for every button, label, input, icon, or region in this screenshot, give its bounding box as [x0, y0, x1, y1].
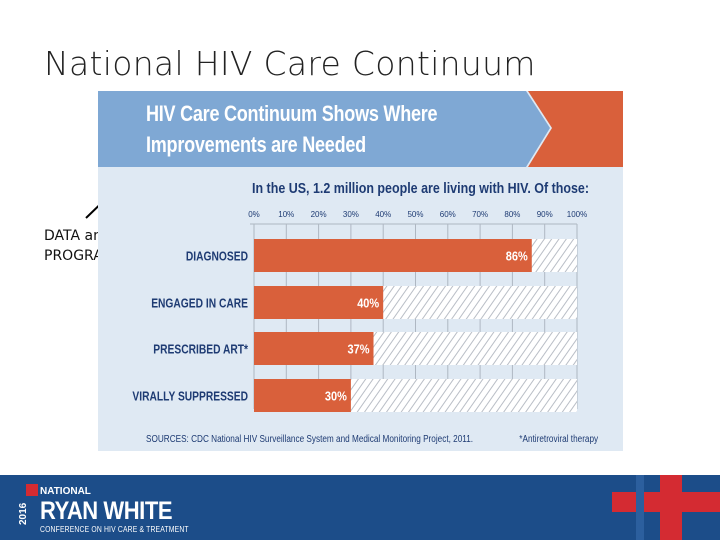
category-label: DIAGNOSED: [186, 250, 248, 264]
logo-national: NATIONAL: [40, 486, 91, 497]
x-tick-label: 90%: [537, 210, 553, 219]
bar-chart: 0% 10% 20% 30% 40% 50% 60% 70% 80% 90% 100% 86% DIAG…: [132, 210, 587, 412]
bar: [254, 286, 384, 319]
footer-bar: 2016 NATIONAL RYAN WHITE CONFERENCE ON H…: [0, 475, 720, 540]
bar-value-label: 30%: [325, 389, 347, 404]
x-tick-label: 40%: [375, 210, 391, 219]
logo-subtitle: CONFERENCE ON HIV CARE & TREATMENT: [40, 525, 189, 534]
footnote: *Antiretroviral therapy: [519, 434, 598, 445]
x-tick-label: 60%: [440, 210, 456, 219]
x-tick-label: 0%: [248, 210, 260, 219]
footer-accent-shapes: [26, 475, 720, 540]
x-tick-label: 10%: [278, 210, 294, 219]
x-tick-label: 50%: [407, 210, 423, 219]
logo-year: 2016: [18, 502, 29, 525]
callout-line-2: PROGRAM: [44, 248, 115, 264]
bar-value-label: 86%: [506, 249, 528, 264]
x-tick-label: 20%: [311, 210, 327, 219]
category-label: PRESCRIBED ART*: [153, 343, 248, 357]
banner-line-1: HIV Care Continuum Shows Where: [146, 101, 438, 126]
banner-arrow: [98, 91, 623, 167]
bar-value-label: 40%: [357, 296, 379, 311]
callout-line-1: DATA and: [44, 228, 111, 244]
callout-label: DATA and PROGRAM: [44, 226, 115, 266]
x-tick-label: 80%: [504, 210, 520, 219]
sources-note: SOURCES: CDC National HIV Surveillance S…: [146, 434, 474, 445]
bar: [254, 379, 351, 412]
bar: [254, 239, 532, 272]
category-label: ENGAGED IN CARE: [151, 297, 248, 311]
bar: [254, 332, 374, 365]
x-tick-label: 70%: [472, 210, 488, 219]
chart-subtitle: In the US, 1.2 million people are living…: [252, 181, 589, 197]
logo-main: RYAN WHITE: [40, 497, 173, 525]
slide-title: National HIV Care Continuum: [44, 44, 536, 83]
bar-value-label: 37%: [348, 342, 370, 357]
continuum-figure: HIV Care Continuum Shows Where Improveme…: [98, 91, 623, 451]
banner-line-2: Improvements are Needed: [146, 132, 366, 157]
x-tick-label: 100%: [567, 210, 587, 219]
x-tick-label: 30%: [343, 210, 359, 219]
category-label: VIRALLY SUPPRESSED: [132, 390, 248, 404]
